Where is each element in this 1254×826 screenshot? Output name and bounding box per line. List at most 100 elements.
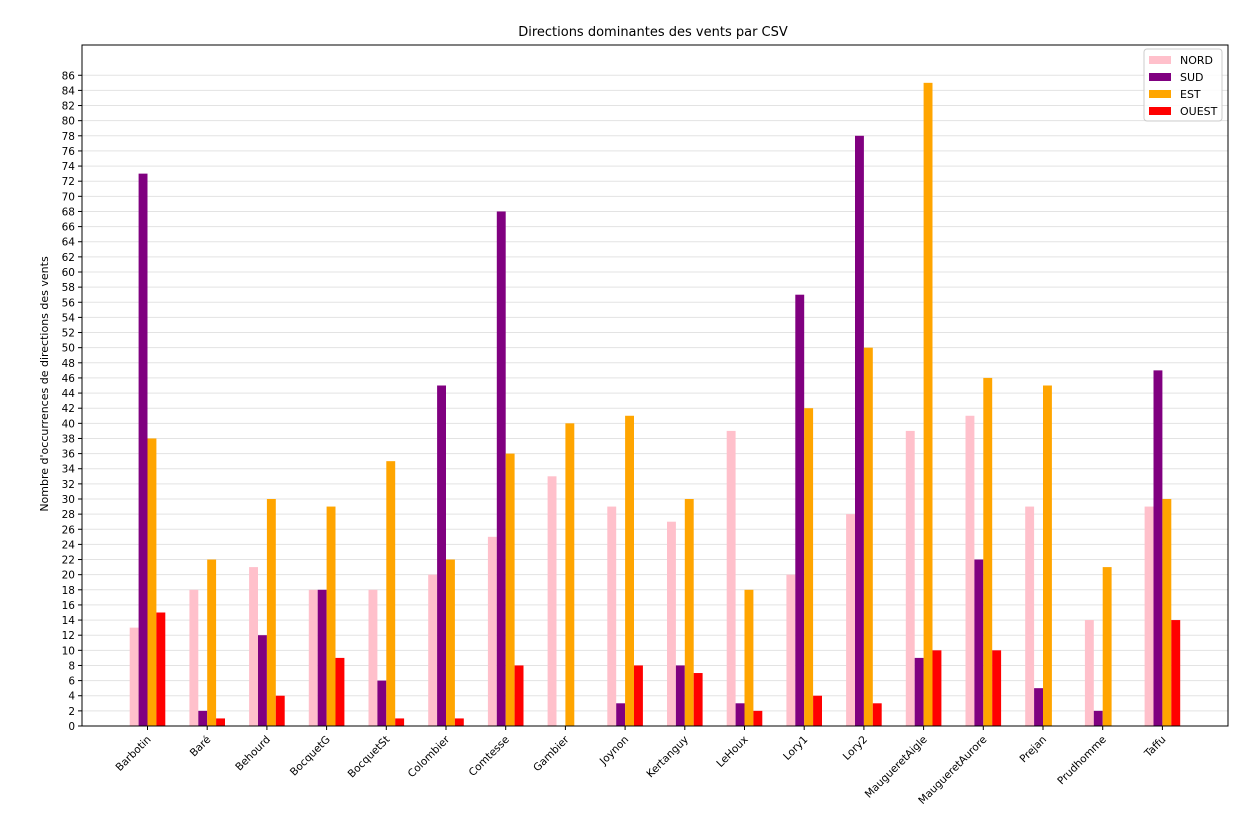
bar-sud	[974, 559, 984, 726]
y-tick-label: 52	[62, 328, 75, 340]
bar-sud	[138, 173, 148, 727]
y-tick-label: 20	[62, 570, 75, 582]
y-tick-label: 6	[68, 676, 75, 688]
y-tick-label: 34	[62, 464, 76, 476]
y-axis-label: Nombre d'occurrences de directions des v…	[38, 256, 51, 512]
y-tick-label: 36	[62, 449, 76, 461]
bar-nord	[249, 567, 258, 726]
y-tick-label: 48	[62, 358, 75, 370]
bar-nord	[965, 415, 975, 726]
bar-est	[1162, 499, 1172, 726]
y-tick-label: 74	[62, 161, 76, 173]
bar-ouest	[156, 612, 166, 726]
y-tick-label: 58	[62, 282, 75, 294]
y-tick-label: 86	[62, 70, 76, 82]
bar-est	[386, 461, 396, 726]
bar-nord	[1144, 506, 1154, 726]
legend-label-nord: NORD	[1180, 54, 1213, 67]
bar-nord	[189, 589, 199, 726]
y-tick-label: 14	[62, 615, 76, 627]
bar-sud	[1093, 710, 1103, 726]
bar-sud	[855, 135, 864, 727]
bar-ouest	[514, 665, 524, 726]
y-tick-label: 50	[62, 343, 75, 355]
y-tick-label: 18	[62, 585, 75, 597]
y-tick-label: 84	[62, 85, 76, 97]
y-tick-label: 10	[62, 645, 75, 657]
bar-est	[207, 559, 217, 726]
bar-nord	[1025, 506, 1035, 726]
legend-swatch-est	[1149, 90, 1171, 98]
y-tick-label: 46	[62, 373, 76, 385]
bar-sud	[198, 710, 208, 726]
bar-ouest	[693, 673, 703, 726]
bar-sud	[914, 657, 924, 726]
legend-swatch-nord	[1149, 56, 1171, 64]
y-tick-label: 66	[62, 222, 76, 234]
legend-label-ouest: OUEST	[1180, 105, 1218, 118]
y-tick-label: 72	[62, 176, 75, 188]
bar-est	[326, 506, 336, 726]
bar-sud	[675, 665, 685, 726]
y-tick-label: 62	[62, 252, 75, 264]
y-tick-label: 12	[62, 630, 75, 642]
bar-est	[446, 559, 455, 726]
y-tick-label: 26	[62, 524, 76, 536]
bar-nord	[368, 589, 378, 726]
y-tick-label: 4	[68, 691, 75, 703]
bar-sud	[377, 680, 387, 726]
y-tick-label: 38	[62, 433, 75, 445]
legend-swatch-sud	[1149, 73, 1171, 81]
y-tick-label: 44	[62, 388, 76, 400]
bar-ouest	[992, 650, 1002, 726]
y-tick-label: 64	[62, 237, 76, 249]
y-tick-label: 54	[62, 312, 76, 324]
bar-ouest	[813, 695, 822, 726]
bar-nord	[786, 574, 796, 726]
bar-nord	[308, 589, 318, 726]
bars	[129, 82, 1181, 727]
y-tick-label: 0	[68, 721, 75, 733]
bar-nord	[428, 574, 438, 726]
bar-nord	[1084, 620, 1094, 726]
y-tick-label: 28	[62, 509, 75, 521]
bar-est	[505, 453, 515, 726]
y-tick-label: 60	[62, 267, 75, 279]
y-tick-label: 82	[62, 101, 75, 113]
bar-est	[983, 377, 993, 726]
bar-nord	[846, 514, 855, 726]
bar-sud	[258, 635, 267, 726]
y-tick-label: 78	[62, 131, 75, 143]
y-tick-label: 80	[62, 116, 75, 128]
y-axis-ticks: 0246810121416182022242628303234363840424…	[62, 70, 82, 733]
bar-est	[147, 438, 157, 726]
y-tick-label: 8	[68, 660, 75, 672]
y-tick-label: 40	[62, 418, 75, 430]
bar-est	[625, 415, 634, 726]
bar-nord	[905, 430, 915, 726]
bar-est	[565, 423, 575, 726]
bar-est	[1102, 567, 1112, 726]
y-tick-label: 24	[62, 539, 76, 551]
y-tick-label: 76	[62, 146, 76, 158]
bar-sud	[1153, 370, 1163, 726]
bar-sud	[735, 703, 745, 726]
chart-title: Directions dominantes des vents par CSV	[518, 25, 788, 40]
y-tick-label: 2	[68, 706, 75, 718]
bar-ouest	[872, 703, 882, 726]
bar-ouest	[335, 657, 345, 726]
y-tick-label: 70	[62, 191, 75, 203]
y-tick-label: 16	[62, 600, 76, 612]
bar-nord	[129, 627, 139, 726]
y-tick-label: 68	[62, 206, 75, 218]
bar-est	[266, 499, 276, 726]
bar-ouest	[275, 695, 285, 726]
bar-ouest	[753, 710, 763, 726]
plot-frame	[81, 44, 1229, 727]
bar-sud	[616, 703, 626, 726]
y-tick-label: 32	[62, 479, 75, 491]
bar-nord	[607, 506, 617, 726]
legend-swatch-ouest	[1149, 107, 1171, 115]
bar-est	[923, 82, 933, 727]
legend: NORD SUD EST OUEST	[1143, 48, 1223, 122]
